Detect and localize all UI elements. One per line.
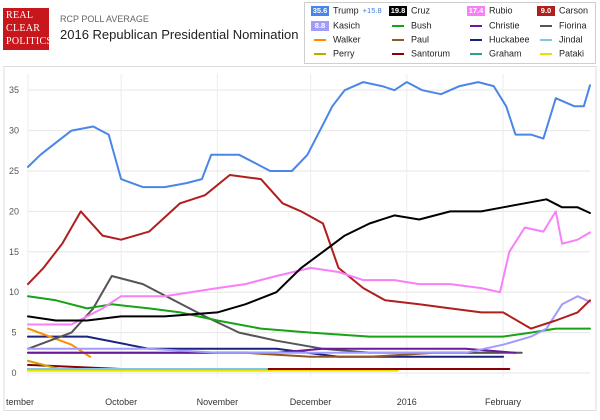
legend-label: Paul bbox=[411, 34, 430, 45]
legend-change: +15.8 bbox=[362, 6, 382, 16]
legend-swatch bbox=[537, 49, 555, 59]
legend-swatch bbox=[467, 35, 485, 45]
series-line-bush bbox=[27, 295, 591, 338]
series-line-huckabee bbox=[27, 335, 505, 358]
legend-swatch: 19.8 bbox=[389, 5, 407, 16]
x-tick-label: December bbox=[290, 397, 332, 407]
legend-swatch: 17.4 bbox=[467, 5, 485, 16]
legend-item-trump[interactable]: 35.6 Trump +15.8 bbox=[311, 5, 382, 16]
x-tick-label: tember bbox=[6, 397, 34, 407]
legend-swatch bbox=[389, 35, 407, 45]
y-tick-label: 10 bbox=[9, 287, 19, 297]
y-tick-label: 35 bbox=[9, 85, 19, 95]
legend-swatch bbox=[311, 35, 329, 45]
legend-item-pataki[interactable]: Pataki bbox=[537, 48, 584, 59]
legend-item-walker[interactable]: Walker bbox=[311, 34, 361, 45]
y-tick-label: 15 bbox=[9, 247, 19, 257]
legend-label: Walker bbox=[333, 34, 361, 45]
x-tick-label: November bbox=[197, 397, 239, 407]
legend-label: Huckabee bbox=[489, 34, 530, 45]
legend-swatch bbox=[537, 35, 555, 45]
legend-label: Perry bbox=[333, 48, 355, 59]
chart-subtitle: RCP POLL AVERAGE bbox=[60, 14, 149, 24]
x-tick-label: February bbox=[485, 397, 522, 407]
plot-frame bbox=[3, 66, 597, 411]
y-tick-label: 20 bbox=[9, 206, 19, 216]
legend-label: Fiorina bbox=[559, 20, 587, 31]
logo-line: REAL bbox=[6, 10, 34, 21]
x-tick-label: October bbox=[105, 397, 137, 407]
chart-header: REAL CLEAR POLITICS RCP POLL AVERAGE 201… bbox=[0, 0, 600, 64]
chart-title: 2016 Republican Presidential Nomination bbox=[60, 27, 299, 42]
legend-item-paul[interactable]: Paul bbox=[389, 34, 429, 45]
legend-item-jindal[interactable]: Jindal bbox=[537, 34, 583, 45]
line-chart: 0 5 10 15 20 25 30 35 tember October November Decem… bbox=[3, 66, 597, 411]
legend-label: Bush bbox=[411, 20, 432, 31]
y-tick-label: 0 bbox=[11, 368, 16, 378]
legend-item-christie[interactable]: Christie bbox=[467, 20, 520, 31]
series-line-kasich bbox=[27, 295, 591, 354]
legend-item-bush[interactable]: Bush bbox=[389, 20, 432, 31]
legend-label: Pataki bbox=[559, 48, 585, 59]
series-line-perry bbox=[27, 359, 60, 370]
legend-swatch bbox=[311, 49, 329, 59]
y-tick-label: 5 bbox=[11, 328, 16, 338]
legend-item-graham[interactable]: Graham bbox=[467, 48, 522, 59]
legend-item-huckabee[interactable]: Huckabee bbox=[467, 34, 530, 45]
legend-swatch bbox=[467, 49, 485, 59]
logo-line: POLITICS bbox=[6, 36, 53, 47]
legend-swatch bbox=[389, 21, 407, 31]
legend-label: Trump bbox=[333, 5, 359, 16]
legend-label: Rubio bbox=[489, 5, 513, 16]
series-line-christie bbox=[27, 347, 517, 354]
legend-label: Jindal bbox=[559, 34, 583, 45]
legend-label: Santorum bbox=[411, 48, 451, 59]
legend-label: Graham bbox=[489, 48, 522, 59]
legend-swatch bbox=[467, 21, 485, 31]
legend-label: Christie bbox=[489, 20, 520, 31]
legend-item-rubio[interactable]: 17.4 Rubio bbox=[467, 5, 513, 16]
legend-item-cruz[interactable]: 19.8 Cruz bbox=[389, 5, 430, 16]
logo-line: CLEAR bbox=[6, 23, 41, 34]
legend-item-perry[interactable]: Perry bbox=[311, 48, 355, 59]
legend-swatch: 35.6 bbox=[311, 5, 329, 16]
y-tick-label: 25 bbox=[9, 166, 19, 176]
series-line-walker bbox=[27, 327, 92, 358]
legend-swatch: 9.0 bbox=[537, 5, 555, 16]
realclearpolitics-logo[interactable]: REAL CLEAR POLITICS bbox=[3, 8, 53, 50]
series-line-fiorina bbox=[27, 275, 523, 354]
legend-item-kasich[interactable]: 8.8 Kasich bbox=[311, 20, 360, 31]
legend-label: Cruz bbox=[411, 5, 431, 16]
legend-label: Carson bbox=[559, 5, 589, 16]
legend-swatch bbox=[537, 21, 555, 31]
legend-swatch: 8.8 bbox=[311, 20, 329, 31]
series-line-carson bbox=[27, 174, 591, 330]
series-line-trump bbox=[27, 81, 591, 189]
legend-swatch bbox=[389, 49, 407, 59]
x-tick-label: 2016 bbox=[397, 397, 417, 407]
legend-item-fiorina[interactable]: Fiorina bbox=[537, 20, 587, 31]
legend: 35.6 Trump +15.8 19.8 Cruz 17.4 Rubio 9.0 Carson… bbox=[304, 2, 596, 64]
legend-label: Kasich bbox=[333, 20, 361, 31]
legend-item-santorum[interactable]: Santorum bbox=[389, 48, 450, 59]
series-line-cruz bbox=[27, 198, 591, 322]
plot-area: 0 5 10 15 20 25 30 35 tember October November Decem… bbox=[0, 66, 600, 415]
y-tick-label: 30 bbox=[9, 126, 19, 136]
series-line-rubio bbox=[27, 210, 591, 326]
legend-item-carson[interactable]: 9.0 Carson bbox=[537, 5, 588, 16]
